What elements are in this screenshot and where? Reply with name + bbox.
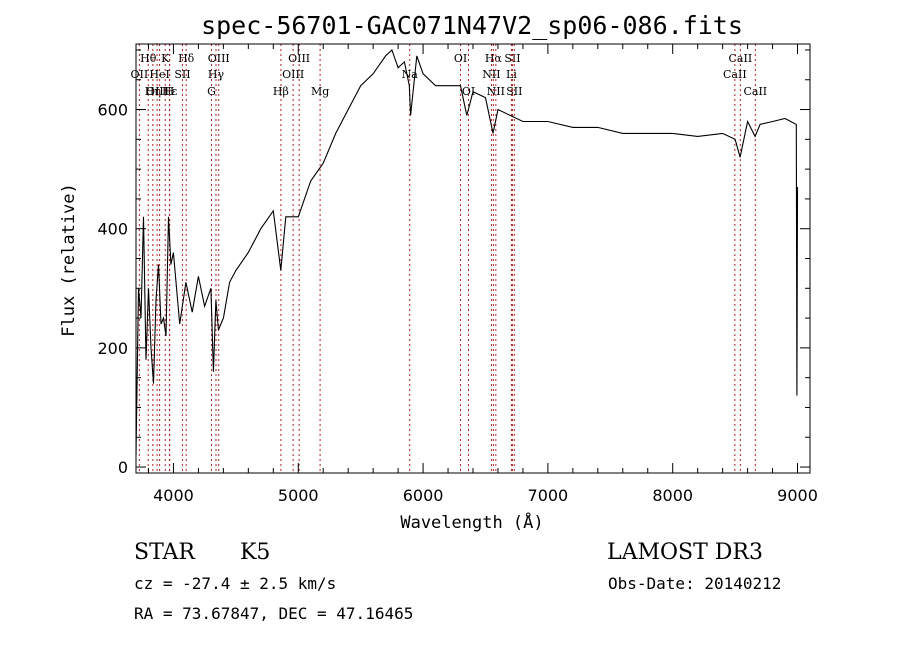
- line-label-4: Hη: [145, 85, 161, 98]
- line-label-11: Hγ: [208, 68, 225, 81]
- line-label-12: G: [207, 85, 216, 98]
- object-subclass: K5: [240, 540, 270, 565]
- line-label-24: Li: [506, 68, 517, 81]
- chart-title: spec-56701-GAC071N47V2_sp06-086.fits: [201, 11, 743, 40]
- line-label-16: Mg: [311, 85, 329, 98]
- line-label-1: OII: [131, 68, 149, 81]
- survey-name: LAMOST DR3: [607, 540, 763, 565]
- line-label-20: Hα: [485, 52, 503, 65]
- x-tick-label-5: 9000: [777, 486, 818, 505]
- axis-ticks: 4000 5000 6000 7000 8000 9000 0 200 400 600: [97, 44, 818, 505]
- line-label-25: SII: [506, 85, 522, 98]
- line-label-23: SII: [504, 52, 520, 65]
- x-tick-label-4: 8000: [652, 486, 693, 505]
- x-tick-label-0: 4000: [153, 486, 194, 505]
- line-label-5: HeI: [149, 68, 169, 81]
- line-label-28: CaII: [743, 85, 767, 98]
- line-label-13: Hβ: [273, 85, 289, 98]
- line-label-10: OIII: [208, 52, 230, 65]
- y-tick-label-3: 600: [97, 101, 128, 120]
- line-label-6: K: [161, 52, 170, 65]
- line-label-8: SII: [174, 68, 190, 81]
- line-label-7: H: [165, 85, 175, 98]
- line-label-21: NII: [482, 68, 500, 81]
- ra-dec: RA = 73.67847, DEC = 47.16465: [134, 604, 413, 623]
- observation-date: Obs-Date: 20140212: [608, 574, 781, 593]
- line-label-26: CaII: [729, 52, 753, 65]
- y-tick-label-0: 0: [118, 458, 128, 477]
- line-label-15: OIII: [282, 68, 304, 81]
- y-axis-label: Flux (relative): [59, 183, 79, 337]
- line-label-9: Hδ: [178, 52, 195, 65]
- x-tick-label-3: 7000: [528, 486, 569, 505]
- y-tick-label-1: 200: [97, 339, 128, 358]
- line-label-27: CaII: [723, 68, 747, 81]
- line-label-18: OI: [454, 52, 467, 65]
- object-class: STAR: [134, 540, 196, 565]
- flux-series-line: [135, 49, 799, 456]
- redshift-cz: cz = -27.4 ± 2.5 km/s: [134, 574, 336, 593]
- x-tick-label-1: 5000: [278, 486, 319, 505]
- x-axis-label: Wavelength (Å): [400, 511, 543, 533]
- line-label-22: NII: [487, 85, 505, 98]
- y-tick-label-2: 400: [97, 220, 128, 239]
- line-label-14: OIII: [288, 52, 310, 65]
- plot-frame: [135, 43, 811, 474]
- line-label-0: Hθ: [140, 52, 157, 65]
- line-label-3: Hε: [162, 85, 178, 98]
- x-tick-label-2: 6000: [403, 486, 444, 505]
- line-label-2: OIII: [146, 85, 168, 98]
